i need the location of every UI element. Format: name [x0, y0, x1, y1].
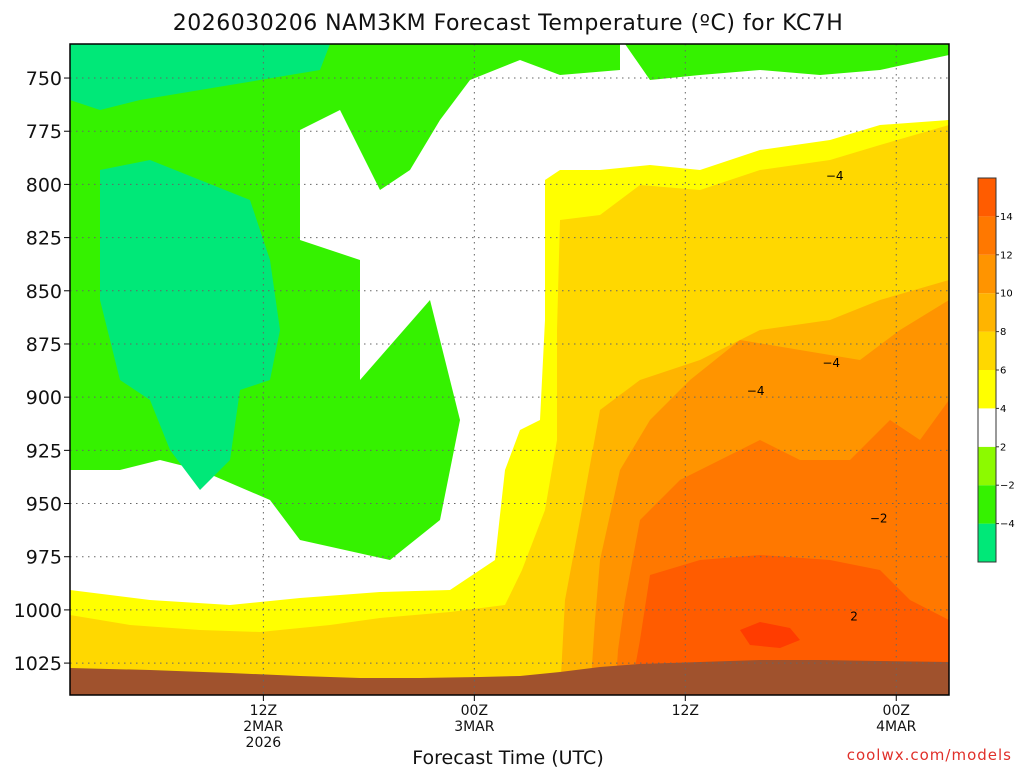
- contour-labels: −4 −4 −4 −2 2: [747, 169, 888, 623]
- x-tick-label: 2026: [246, 735, 282, 751]
- contour-label: −4: [822, 356, 840, 370]
- credit-text: coolwx.com/models: [847, 746, 1012, 764]
- y-tick-label: 800: [26, 174, 62, 196]
- colorbar-segment: [978, 216, 996, 255]
- x-tick-label: 00Z: [461, 703, 488, 719]
- colorbar-tick-label: 14: [1000, 212, 1013, 223]
- y-tick-label: 975: [26, 547, 62, 569]
- colorbar-tick-label: −4: [1000, 519, 1015, 530]
- band-green-upper-right: [625, 44, 949, 80]
- y-tick-label: 750: [26, 68, 62, 90]
- x-axis-label: Forecast Time (UTC): [412, 747, 603, 768]
- contour-label: −4: [826, 169, 844, 183]
- x-tick-label: 4MAR: [876, 719, 917, 735]
- colorbar-tick-label: −2: [1000, 481, 1015, 492]
- colorbar-segment: [978, 523, 996, 562]
- band-warmest-core: [740, 622, 800, 648]
- contour-label: −2: [870, 511, 888, 525]
- colorbar: −4 −2 2 4 6 8 10 12 14: [977, 177, 1015, 563]
- x-tick-label: 12Z: [672, 703, 699, 719]
- colorbar-segment: [978, 370, 996, 409]
- terrain-surface: [70, 660, 949, 695]
- plot-area: [70, 44, 949, 695]
- contour-label: 2: [850, 609, 858, 623]
- colorbar-segment: [978, 178, 996, 217]
- colorbar-tick-label: 2: [1000, 442, 1006, 453]
- y-tick-label: 1000: [14, 600, 62, 622]
- colorbar-segment: [978, 408, 996, 447]
- y-tick-label: 925: [26, 440, 62, 462]
- band-green-colder: [100, 160, 280, 490]
- colorbar-segment: [978, 293, 996, 332]
- y-tick-label: 1025: [14, 653, 62, 675]
- y-tick-label: 950: [26, 494, 62, 516]
- colorbar-segment: [978, 485, 996, 524]
- x-tick-label: 2MAR: [243, 719, 284, 735]
- band-green-upper-left: [70, 44, 330, 110]
- y-tick-label: 875: [26, 334, 62, 356]
- colorbar-tick-label: 10: [1000, 289, 1013, 300]
- colorbar-segment: [978, 446, 996, 486]
- plot-frame: [69, 43, 950, 696]
- y-axis: 750 775 800 825 850 875 900 925 950 975 1000 1025: [14, 68, 70, 675]
- y-tick-label: 900: [26, 387, 62, 409]
- chart-title: 2026030206 NAM3KM Forecast Temperature (…: [173, 11, 844, 36]
- x-tick-label: 3MAR: [454, 719, 495, 735]
- colorbar-segment: [978, 254, 996, 294]
- colorbar-segment: [978, 331, 996, 370]
- colorbar-tick-label: 12: [1000, 250, 1013, 261]
- band-yellow-lower: [70, 120, 949, 632]
- colorbar-tick-label: 6: [1000, 366, 1006, 377]
- y-tick-label: 775: [26, 121, 62, 143]
- x-tick-label: 12Z: [250, 703, 277, 719]
- y-tick-label: 850: [26, 281, 62, 303]
- x-tick-label: 00Z: [883, 703, 910, 719]
- colorbar-tick-label: 4: [1000, 404, 1006, 415]
- y-tick-label: 825: [26, 228, 62, 250]
- contour-label: −4: [747, 384, 765, 398]
- band-orange-hottest: [630, 555, 949, 695]
- grid-lines: [70, 44, 949, 695]
- colorbar-tick-label: 8: [1000, 327, 1006, 338]
